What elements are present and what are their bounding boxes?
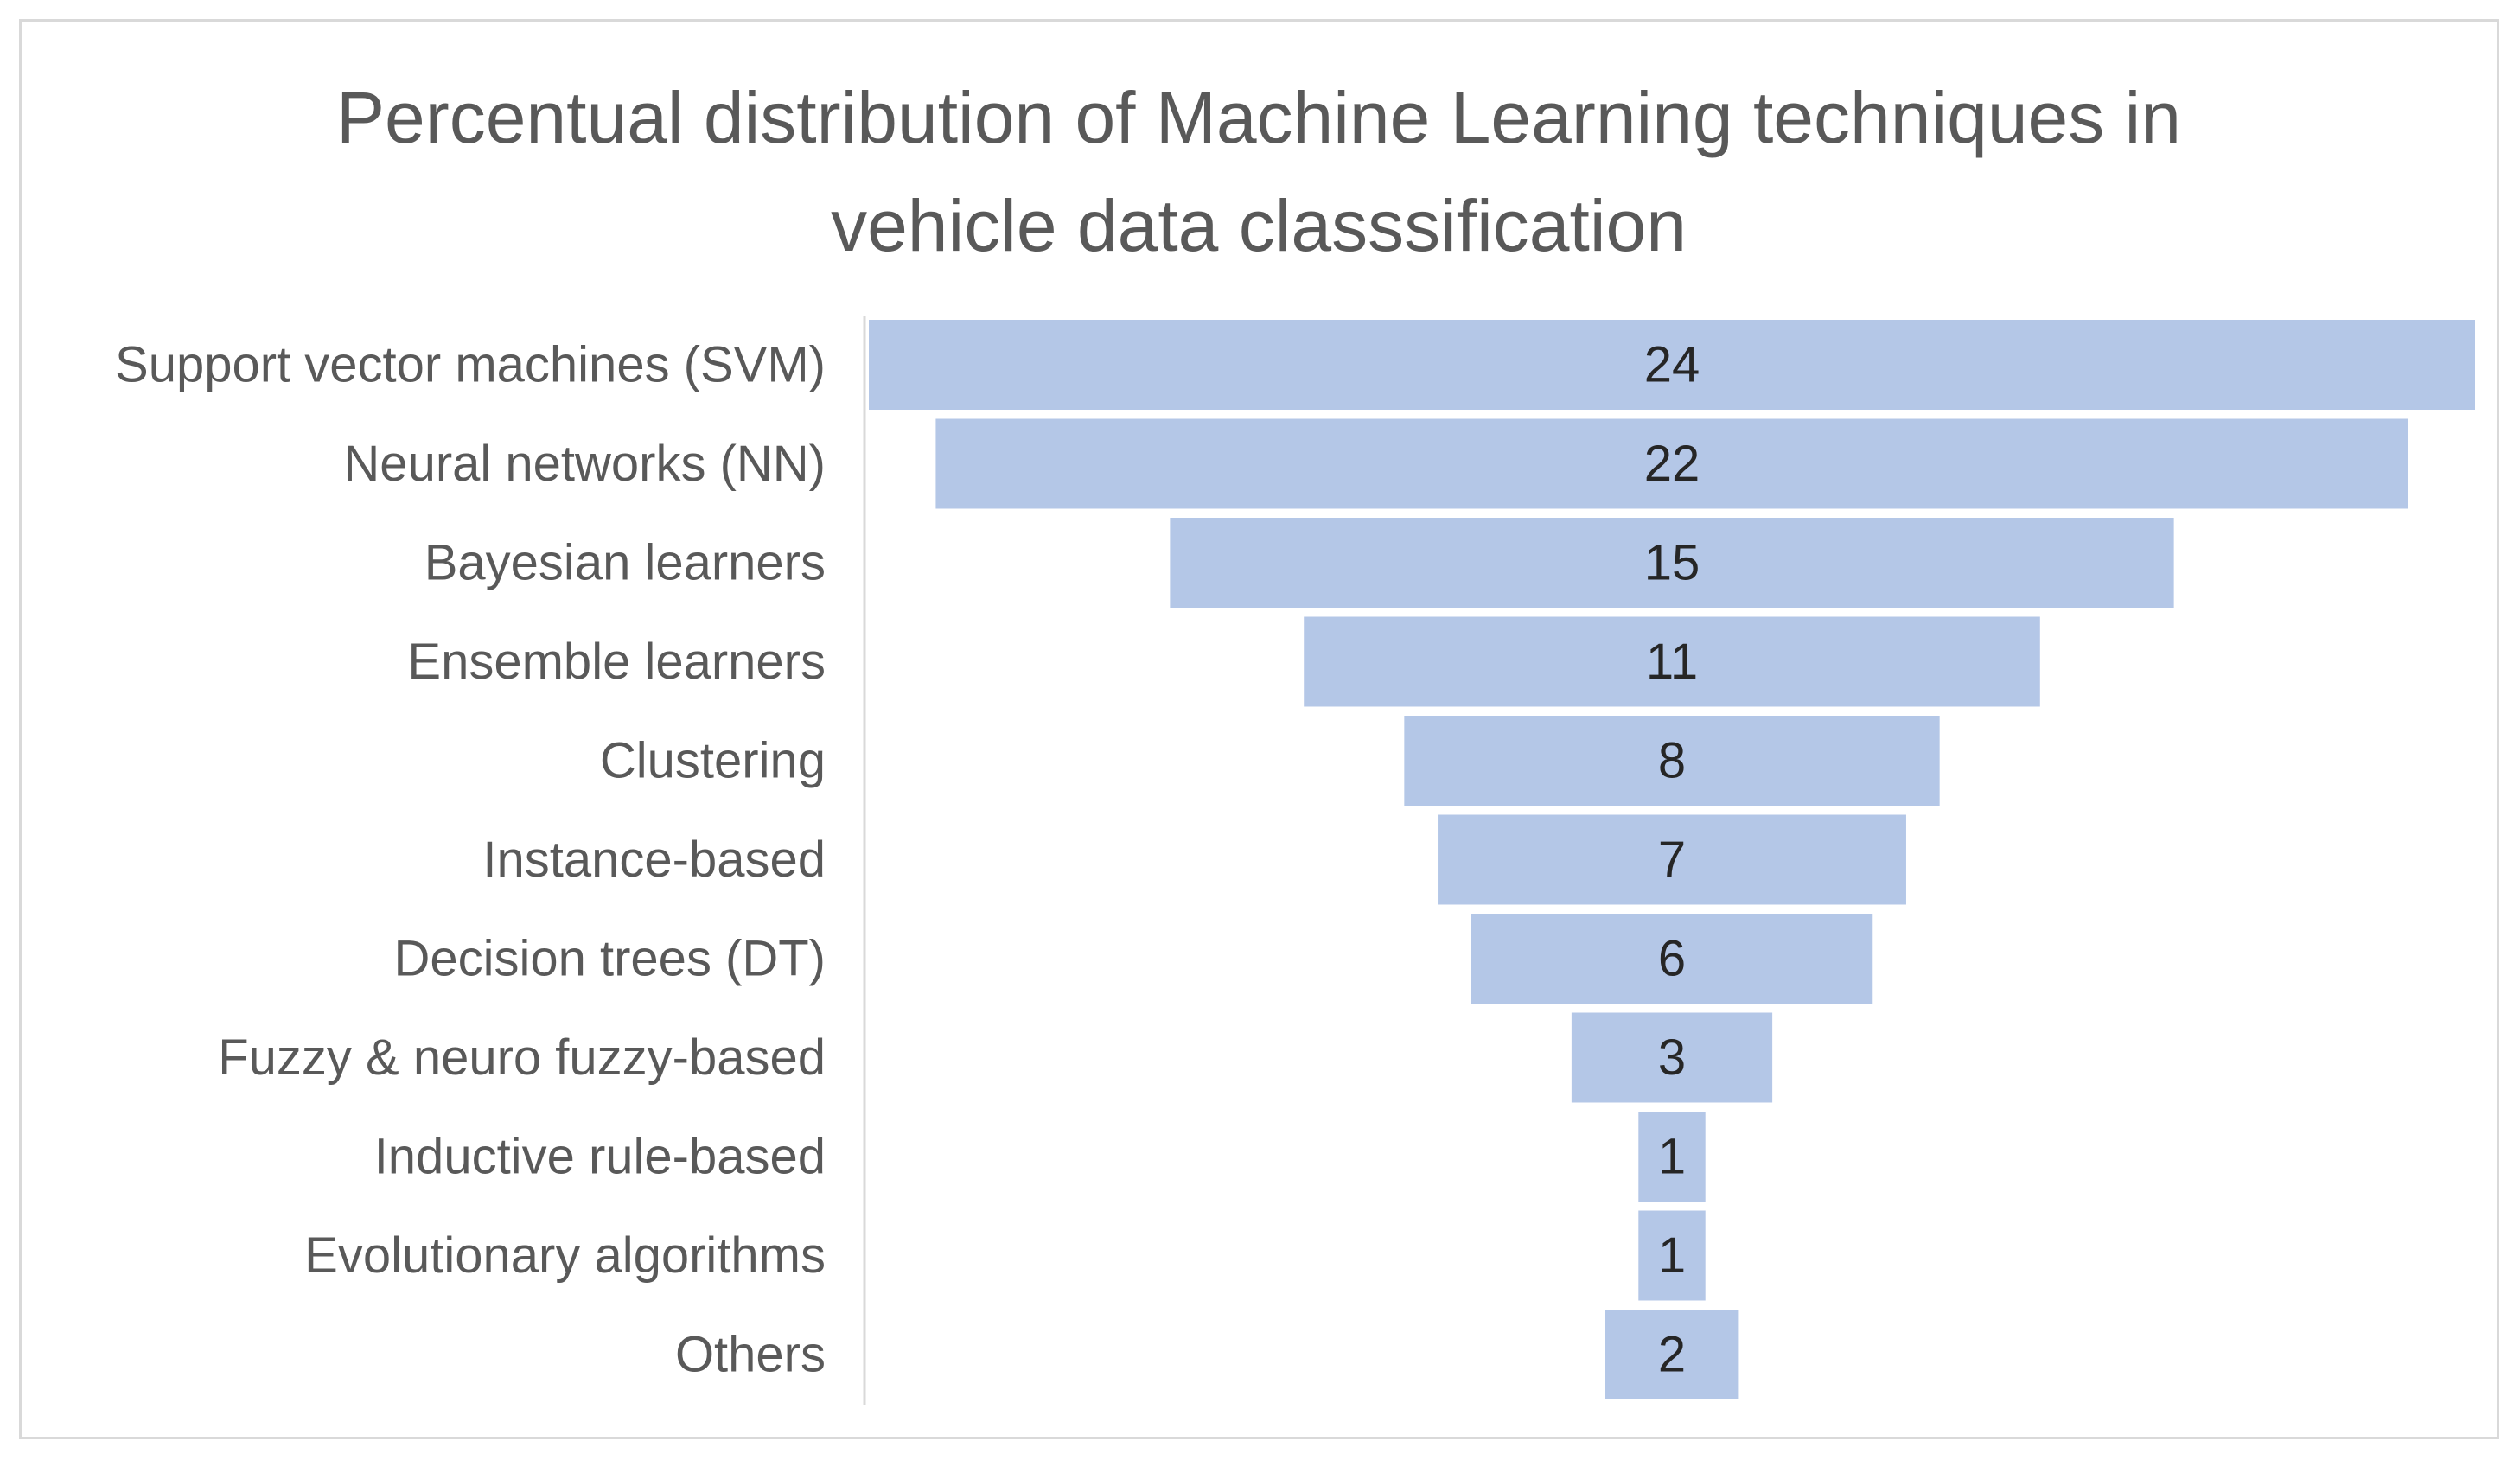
category-label-6: Decision trees (DT) [393,931,826,987]
data-label-6: 6 [1658,931,1686,987]
data-label-0: 24 [1644,337,1700,393]
data-label-1: 22 [1644,436,1700,492]
category-label-5: Instance-based [482,832,826,888]
data-label-4: 8 [1658,733,1686,789]
bar-1 [935,418,2408,509]
category-label-0: Support vector machines (SVM) [115,337,826,393]
bar-8 [1638,1112,1706,1202]
bar-0 [869,320,2475,410]
data-label-8: 1 [1658,1129,1686,1185]
category-labels: Support vector machines (SVM) Neural netw… [115,337,826,1383]
bar-9 [1638,1210,1706,1301]
bar-7 [1571,1012,1773,1103]
category-label-2: Bayesian learners [424,535,826,591]
bar-5 [1438,814,1906,905]
chart-frame: Percentual distribution of Machine Learn… [19,19,2499,1439]
bar-10 [1605,1310,1739,1399]
chart-title-line-1: Percentual distribution of Machine Learn… [336,77,2181,158]
category-label-1: Neural networks (NN) [343,436,826,492]
category-label-3: Ensemble learners [407,634,826,690]
bar-6 [1471,914,1873,1004]
data-label-5: 7 [1658,832,1686,888]
data-label-9: 1 [1658,1227,1686,1284]
category-label-10: Others [675,1327,826,1383]
bar-3 [1304,616,2040,707]
funnel-chart: Percentual distribution of Machine Learn… [115,77,2475,1405]
data-label-10: 2 [1658,1327,1686,1383]
data-label-3: 11 [1646,634,1698,690]
bar-4 [1404,716,1940,806]
bar-2 [1170,518,2174,608]
chart-title-line-2: vehicle data classsification [831,185,1687,266]
bars-group [869,320,2475,1399]
category-label-8: Inductive rule-based [374,1129,826,1185]
data-label-7: 3 [1658,1030,1686,1086]
category-label-7: Fuzzy & neuro fuzzy-based [218,1030,826,1086]
category-label-9: Evolutionary algorithms [304,1227,826,1284]
chart-title: Percentual distribution of Machine Learn… [336,77,2181,266]
data-label-2: 15 [1644,535,1700,591]
category-label-4: Clustering [600,733,826,789]
